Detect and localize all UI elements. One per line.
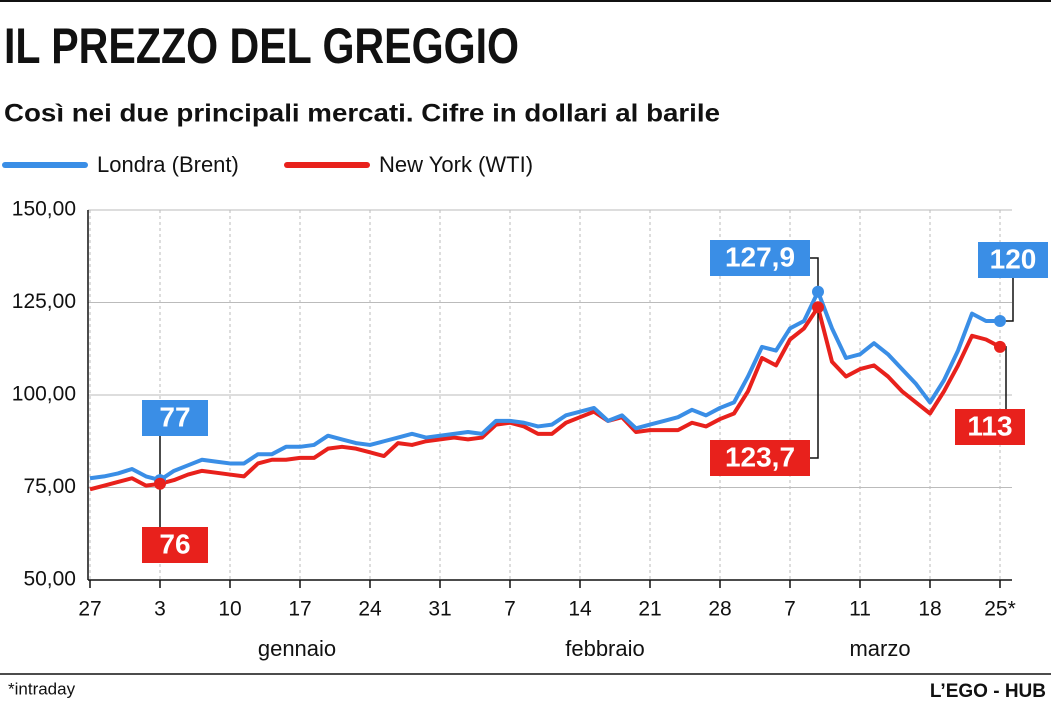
x-tick-label: 7 bbox=[504, 598, 516, 621]
point bbox=[812, 301, 824, 314]
label-box bbox=[142, 400, 208, 436]
legend-label: Londra (Brent) bbox=[97, 152, 239, 177]
x-tick-label: 7 bbox=[784, 598, 796, 621]
label-box bbox=[978, 242, 1048, 278]
label-box bbox=[955, 409, 1025, 445]
month-label: marzo bbox=[849, 636, 910, 661]
legend-label: New York (WTI) bbox=[379, 152, 533, 177]
x-tick-label: 24 bbox=[358, 598, 382, 621]
point bbox=[994, 340, 1006, 353]
y-tick-label: 75,00 bbox=[23, 475, 76, 498]
footnote: *intraday bbox=[8, 679, 76, 698]
value-label: 123,7 bbox=[725, 441, 795, 472]
label-box bbox=[710, 240, 810, 276]
value-label: 113 bbox=[967, 410, 1012, 441]
value-label: 77 bbox=[159, 401, 190, 432]
x-tick-label: 27 bbox=[78, 598, 101, 621]
value-label: 120 bbox=[990, 243, 1037, 274]
month-label: gennaio bbox=[258, 636, 336, 661]
x-tick-label: 10 bbox=[218, 598, 241, 621]
chart-title: IL PREZZO DEL GREGGIO bbox=[4, 18, 519, 74]
point bbox=[812, 285, 824, 298]
x-tick-label: 17 bbox=[288, 598, 311, 621]
point bbox=[154, 477, 166, 490]
x-tick-label: 14 bbox=[568, 598, 592, 621]
x-tick-label: 3 bbox=[154, 598, 166, 621]
x-tick-label: 21 bbox=[638, 598, 661, 621]
x-tick-label: 28 bbox=[708, 598, 731, 621]
series-line bbox=[89, 305, 1001, 492]
point bbox=[994, 315, 1006, 327]
label-box bbox=[142, 527, 208, 563]
x-tick-label: 18 bbox=[918, 598, 941, 621]
month-label: febbraio bbox=[565, 636, 645, 661]
leader-line bbox=[810, 307, 819, 459]
y-tick-label: 100,00 bbox=[12, 383, 76, 406]
x-tick-label: 25* bbox=[984, 598, 1016, 621]
series-line bbox=[89, 289, 1000, 483]
value-label: 76 bbox=[159, 528, 190, 559]
y-tick-label: 50,00 bbox=[23, 568, 76, 591]
leader-line bbox=[1000, 346, 1007, 409]
y-tick-label: 150,00 bbox=[12, 198, 76, 221]
value-label: 127,9 bbox=[725, 241, 795, 272]
y-tick-label: 125,00 bbox=[12, 290, 76, 313]
source: L’EGO - HUB bbox=[930, 681, 1046, 702]
x-tick-label: 11 bbox=[849, 598, 871, 621]
chart-subtitle: Così nei due principali mercati. Cifre i… bbox=[4, 100, 720, 128]
leader-line bbox=[1000, 278, 1014, 322]
label-box bbox=[710, 440, 810, 476]
leader-line bbox=[810, 257, 819, 292]
x-tick-label: 31 bbox=[428, 598, 451, 621]
